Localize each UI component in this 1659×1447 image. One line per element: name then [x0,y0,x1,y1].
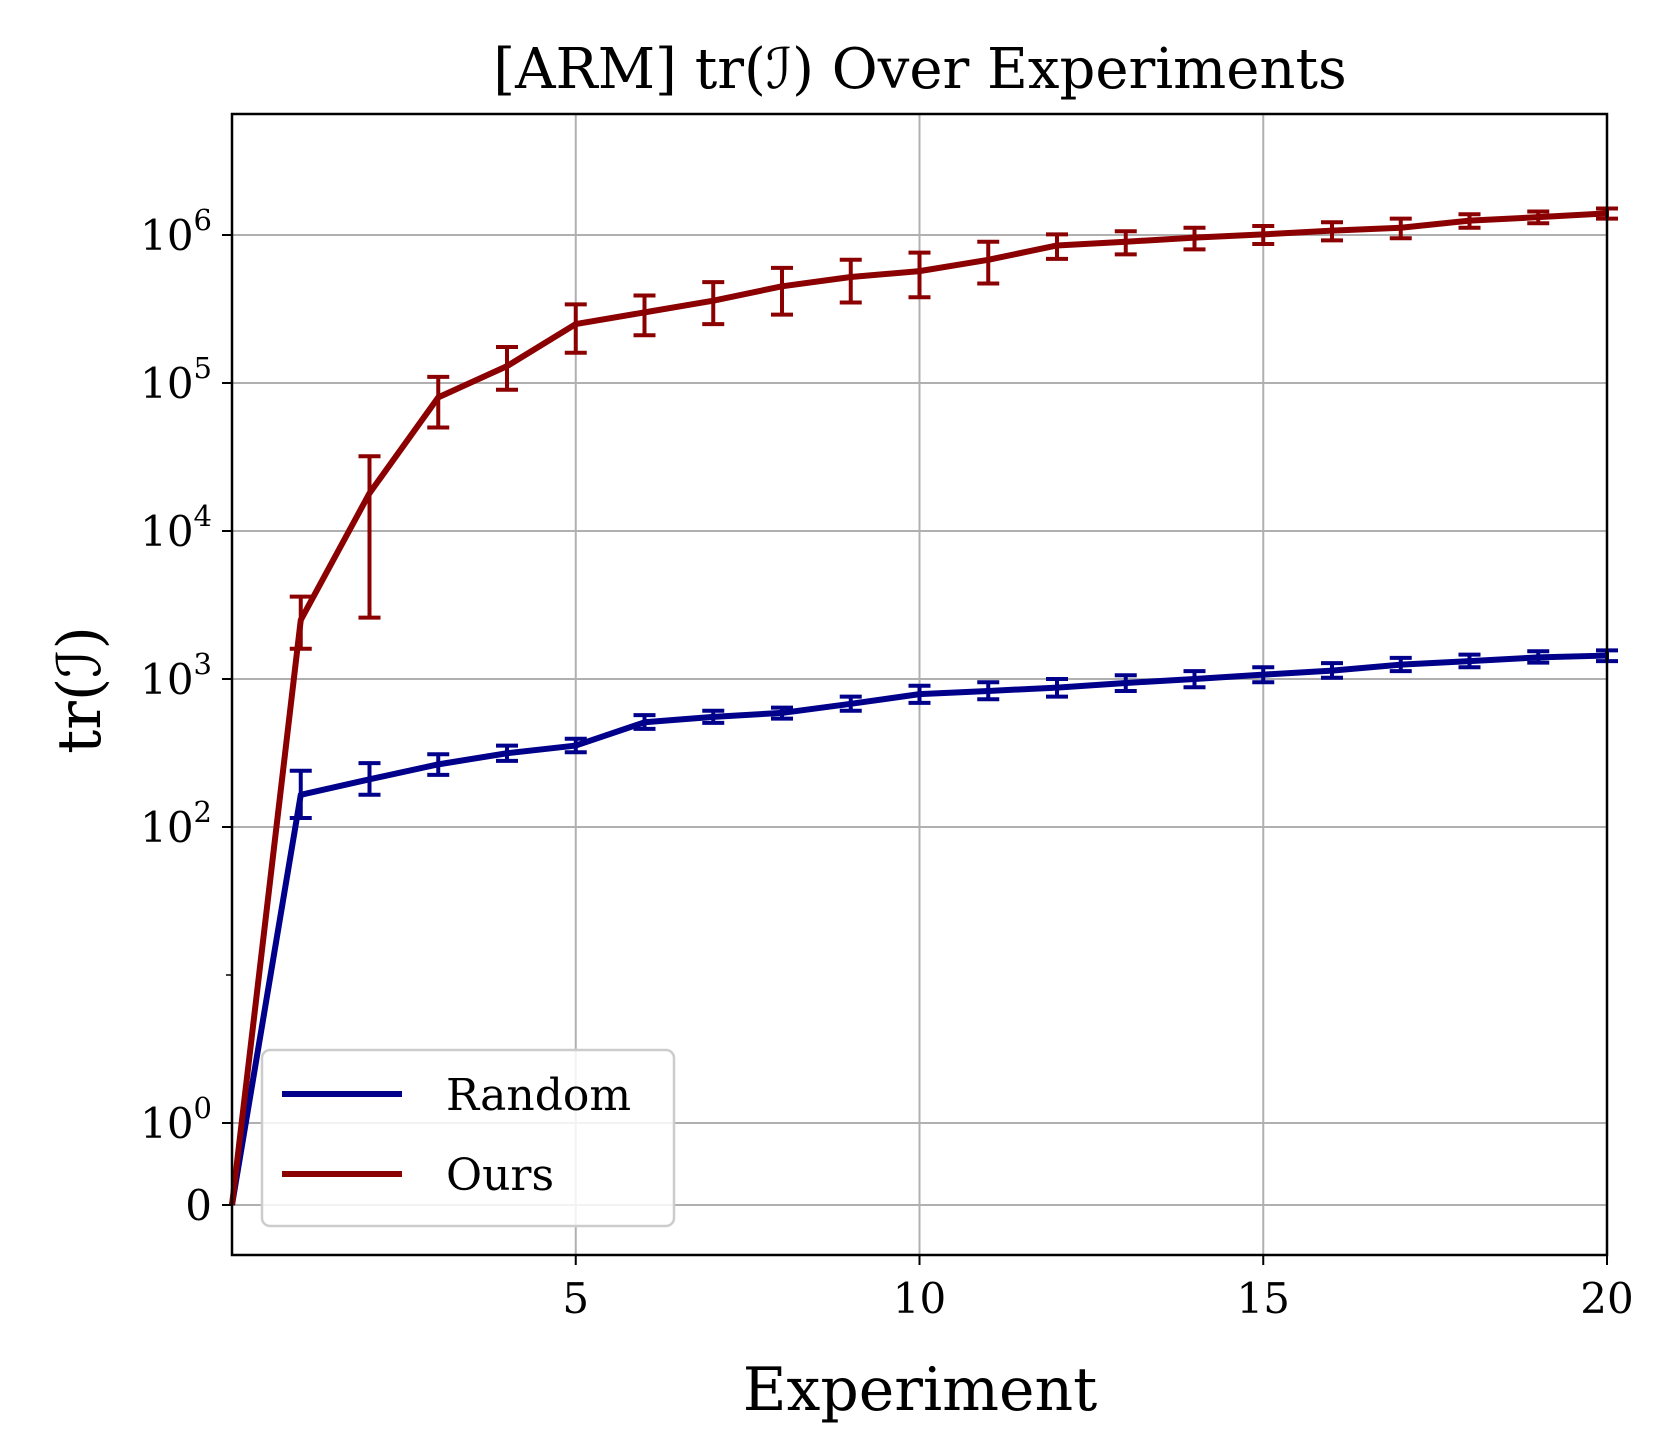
y-axis-label: tr(ℐ) [45,626,115,754]
x-axis-label: Experiment [743,1355,1098,1425]
chart-title: [ARM] tr(ℐ) Over Experiments [493,37,1346,102]
legend-label-ours: Ours [446,1150,554,1201]
series-layer [229,206,1618,1206]
y-tick-label: 103 [140,647,212,704]
series-random [229,648,1618,1206]
legend: Random Ours [260,1048,676,1228]
x-tick-label: 10 [893,1274,946,1323]
y-tick-label: 104 [140,499,212,556]
x-tick-label: 15 [1237,1274,1290,1323]
legend-label-random: Random [446,1070,631,1121]
y-tick-label: 100 [140,1091,212,1148]
x-tick-label: 20 [1580,1274,1633,1323]
y-tick-label: 0 [185,1181,212,1230]
x-tick-label: 5 [562,1274,589,1323]
y-tick-label: 102 [140,795,212,852]
y-tick-label: 105 [140,351,212,408]
y-tick-label: 106 [140,203,212,260]
tick-layer: 5 10 15 20 0 100 102 103 104 105 106 [140,203,1634,1323]
series-ours [229,206,1618,1206]
